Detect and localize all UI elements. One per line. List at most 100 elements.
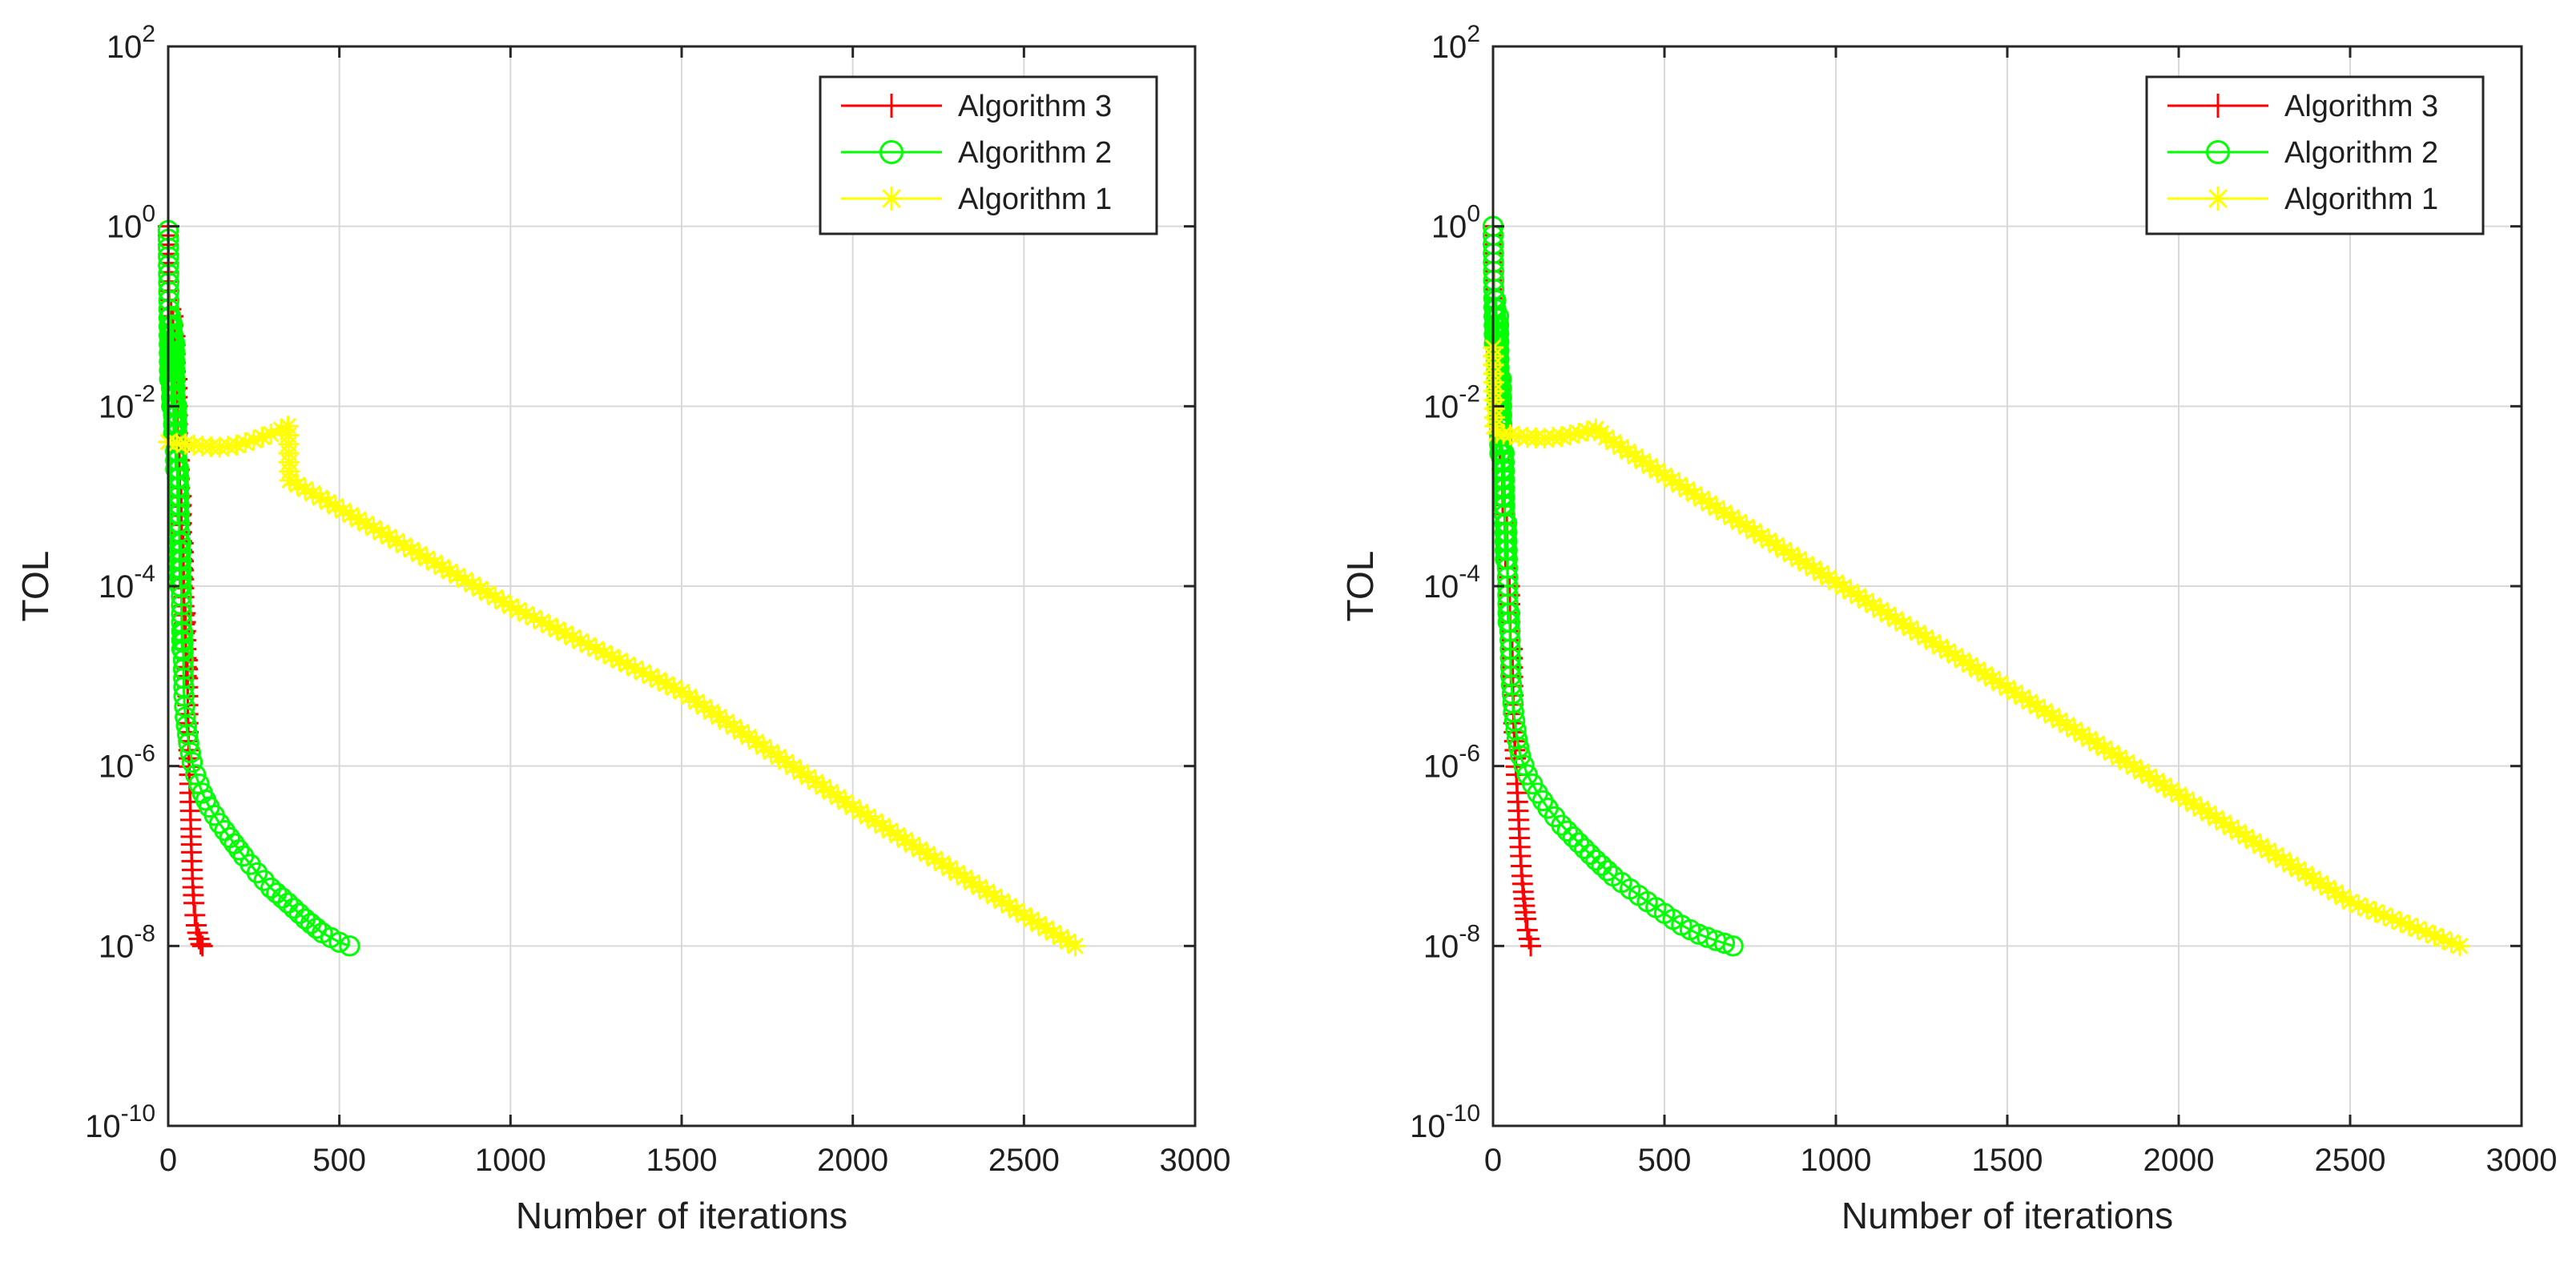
data-point	[1603, 432, 1624, 453]
data-point	[2183, 794, 2204, 815]
data-point	[446, 565, 468, 587]
data-point	[1580, 843, 1601, 866]
data-point	[601, 646, 622, 668]
data-point	[998, 895, 1020, 917]
data-point	[546, 619, 568, 641]
data-point	[954, 866, 976, 888]
data-point	[409, 543, 430, 565]
x-axis-label: Number of iterations	[516, 1195, 847, 1236]
data-point	[1513, 754, 1535, 776]
data-point	[1510, 745, 1532, 767]
x-tick-label: 500	[312, 1143, 366, 1178]
data-point	[235, 432, 256, 453]
data-point	[2049, 709, 2071, 731]
data-point	[1847, 585, 1869, 607]
data-point	[2295, 863, 2316, 885]
data-point	[1684, 484, 1705, 505]
data-point	[2212, 812, 2234, 834]
data-point	[1974, 663, 1996, 685]
data-point	[2272, 849, 2294, 870]
data-point	[738, 726, 759, 748]
x-tick-label: 3000	[1160, 1143, 1231, 1178]
data-point	[184, 904, 206, 926]
y-tick-label: 10-10	[85, 1100, 155, 1144]
data-point	[1817, 567, 1839, 589]
data-point	[1691, 488, 1713, 509]
data-point	[2011, 686, 2033, 708]
y-tick-label: 10-4	[1423, 561, 1480, 605]
data-point	[767, 746, 789, 768]
data-point	[2063, 719, 2085, 741]
data-point	[624, 657, 646, 679]
data-point	[2176, 789, 2197, 810]
data-point	[849, 801, 871, 822]
data-point	[1721, 507, 1742, 529]
data-point	[562, 626, 584, 648]
data-point	[328, 931, 350, 953]
data-point	[593, 642, 614, 664]
data-point	[1516, 919, 1538, 941]
data-point	[1840, 581, 1862, 602]
y-tick-label: 100	[1431, 201, 1480, 245]
data-point	[2332, 886, 2353, 908]
data-point	[2250, 835, 2272, 857]
data-point	[1006, 900, 1028, 921]
data-point	[2034, 701, 2055, 722]
y-axis-label: TOL	[14, 551, 56, 622]
data-point	[1803, 557, 1825, 579]
data-point	[693, 696, 714, 717]
data-point	[1639, 455, 1660, 476]
data-point	[2373, 905, 2395, 926]
data-point	[586, 638, 607, 660]
data-point	[1520, 935, 1542, 957]
data-point	[2390, 911, 2412, 933]
data-point	[2235, 826, 2256, 847]
data-point	[2340, 891, 2361, 913]
data-point	[2004, 681, 2026, 703]
data-point	[181, 751, 203, 774]
data-point	[252, 426, 273, 448]
data-point	[731, 721, 752, 742]
data-point	[1914, 627, 1936, 649]
data-point	[246, 862, 268, 884]
data-point	[887, 825, 908, 846]
y-tick-label: 10-8	[99, 920, 155, 964]
data-point	[302, 483, 324, 504]
data-point	[2449, 935, 2470, 957]
data-point	[2424, 925, 2445, 946]
data-point	[1487, 305, 1510, 328]
data-point	[2019, 691, 2040, 713]
data-point	[554, 622, 576, 644]
data-point	[228, 839, 250, 861]
x-tick-label: 500	[1638, 1143, 1692, 1178]
data-point	[2398, 914, 2420, 936]
y-tick-label: 10-10	[1410, 1100, 1480, 1144]
data-point	[1617, 441, 1639, 463]
data-point	[701, 701, 722, 722]
data-point	[190, 933, 211, 955]
data-point	[2415, 922, 2437, 943]
data-point	[1833, 577, 1854, 598]
y-tick-label: 10-2	[1423, 380, 1480, 424]
data-point	[378, 526, 400, 548]
data-point	[1855, 590, 1877, 612]
x-tick-label: 3000	[2486, 1143, 2558, 1178]
data-point	[2365, 901, 2386, 922]
data-point	[1773, 539, 1794, 561]
x-tick-label: 1000	[475, 1143, 546, 1178]
data-point	[500, 595, 521, 617]
data-point	[1013, 904, 1035, 926]
data-point	[173, 685, 195, 707]
legend: Algorithm 3 Algorithm 2 Algorithm 1	[2145, 75, 2485, 235]
chart-2: 0 500 1000 1500 2000 2500 3000 10-10 10-8 10-6 10-…	[1339, 21, 2557, 1236]
data-point	[424, 552, 445, 573]
data-point	[1722, 935, 1744, 957]
data-point	[1591, 854, 1612, 876]
data-point	[783, 756, 804, 778]
data-point	[279, 469, 300, 491]
data-point	[179, 742, 201, 764]
legend-box	[2145, 75, 2485, 235]
data-point	[393, 535, 415, 557]
data-point	[523, 607, 545, 629]
data-point	[370, 521, 392, 543]
